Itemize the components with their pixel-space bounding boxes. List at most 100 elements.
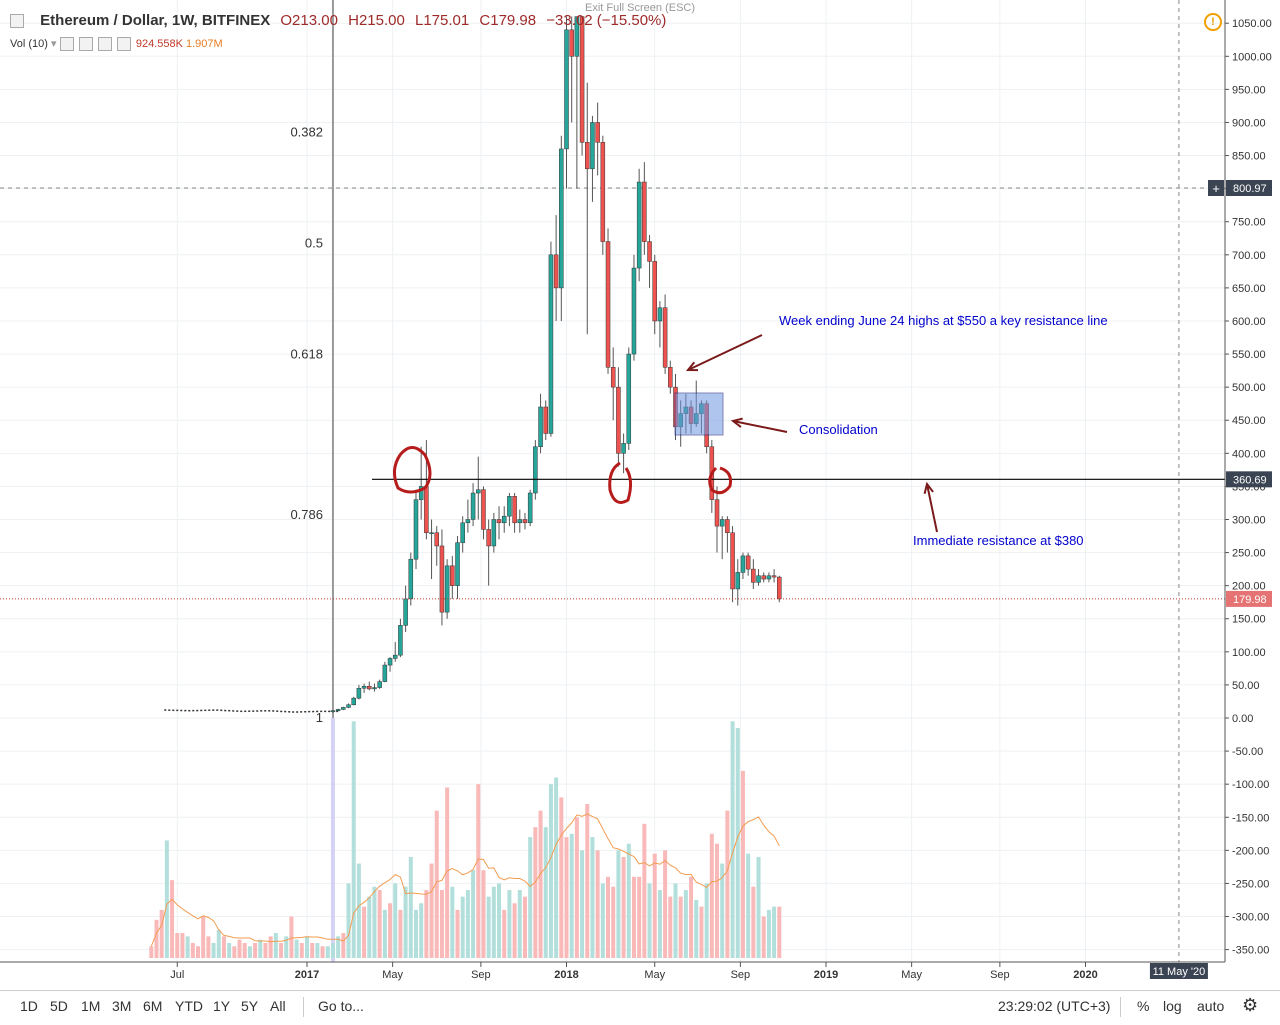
price-label-text: 179.98 — [1233, 594, 1267, 606]
candle-body — [486, 529, 491, 547]
candle-body — [439, 545, 445, 613]
range-5y[interactable]: 5Y — [241, 998, 259, 1014]
volume-bar — [538, 810, 543, 958]
divider — [303, 997, 304, 1017]
time-tick-label: Sep — [471, 969, 491, 981]
candle-body — [465, 519, 471, 524]
volume-bar — [413, 909, 418, 958]
candle-body — [771, 575, 777, 578]
eye-icon[interactable] — [59, 37, 74, 52]
fib-label: 0.5 — [305, 236, 323, 251]
range-1m[interactable]: 1M — [81, 998, 101, 1014]
price-tick-label: 750.00 — [1232, 217, 1266, 229]
candle-body — [740, 555, 746, 573]
range-5d[interactable]: 5D — [50, 998, 68, 1014]
clock[interactable]: 23:29:02 (UTC+3) — [998, 998, 1111, 1014]
selection-highlight — [330, 718, 335, 962]
volume-bar — [460, 896, 465, 958]
candle-body — [559, 148, 564, 289]
settings-icon[interactable] — [78, 37, 93, 52]
volume-bar — [356, 863, 361, 958]
candle-body — [735, 572, 741, 590]
price-label-badge — [1226, 590, 1272, 607]
close-icon[interactable] — [116, 37, 131, 52]
candle-body — [341, 707, 346, 710]
candle-body — [595, 122, 600, 143]
symbol-title[interactable]: Ethereum / Dollar, 1W, BITFINEX — [40, 12, 271, 29]
low-value: L175.01 — [415, 12, 470, 29]
volume-bar — [507, 890, 512, 958]
volume-label[interactable]: Vol (10) — [10, 38, 48, 50]
candle-body — [450, 565, 455, 586]
candle-body — [481, 489, 486, 530]
price-tick-label: -150.00 — [1232, 812, 1269, 824]
cursor-time-badge — [1149, 963, 1208, 979]
volume-bar — [683, 890, 688, 958]
candle-body — [751, 568, 756, 583]
range-1y[interactable]: 1Y — [213, 998, 231, 1014]
chart-canvas[interactable]: 0.382 0.5 0.618 0.786 1 Week ending June 24 … — [0, 0, 1280, 990]
log-toggle[interactable]: log — [1163, 998, 1182, 1014]
volume-bar — [491, 886, 496, 958]
candle-body — [590, 122, 595, 170]
range-ytd[interactable]: YTD — [175, 998, 203, 1014]
add-icon[interactable] — [97, 37, 112, 52]
add-alert-icon — [1208, 179, 1224, 196]
range-6m[interactable]: 6M — [143, 998, 163, 1014]
volume-bar — [253, 942, 258, 958]
candle-body — [444, 565, 450, 613]
divider — [1120, 997, 1121, 1017]
fib-label: 1 — [316, 710, 323, 725]
candle-body — [392, 654, 398, 659]
volume-bar — [647, 883, 652, 958]
volume-bar — [678, 896, 683, 958]
change-value: −33.02 (−15.50%) — [546, 12, 667, 29]
fib-label: 0.382 — [290, 124, 323, 139]
exit-fullscreen-hint[interactable]: Exit Full Screen (ESC) — [585, 2, 696, 14]
chevron-down-icon[interactable]: ▾ — [50, 38, 57, 50]
candle-body — [470, 492, 476, 520]
price-tick-label: 500.00 — [1232, 382, 1266, 394]
volume-bar — [704, 883, 709, 958]
volume-bar — [299, 942, 304, 958]
price-axis[interactable]: 1050.001000.00950.00900.00850.00800.0075… — [1224, 0, 1272, 962]
candle-body — [605, 241, 611, 368]
annotation-consolidation: Consolidation — [799, 422, 878, 437]
time-axis[interactable]: Jul 2017 May Sep 2018 May Sep 2019 May Sep 2020 11 … — [0, 961, 1225, 981]
range-3m[interactable]: 3M — [112, 998, 132, 1014]
candle-body — [631, 267, 637, 355]
gear-icon[interactable]: ⚙ — [1242, 995, 1259, 1015]
range-1d[interactable]: 1D — [20, 998, 38, 1014]
goto-button[interactable]: Go to... — [318, 998, 364, 1014]
volume-bar — [237, 939, 242, 958]
percent-toggle[interactable]: % — [1137, 998, 1150, 1014]
volume-bar — [533, 827, 538, 958]
chart-legend: Ethereum / Dollar, 1W, BITFINEX O213.00 … — [10, 12, 672, 29]
volume-bar — [569, 833, 574, 958]
candle-body — [725, 519, 730, 533]
candle-body — [512, 496, 517, 524]
candle-body — [553, 254, 559, 289]
volume-bar — [247, 946, 252, 958]
candle-body — [460, 522, 465, 543]
volume-bar — [388, 903, 393, 958]
volume-bar — [185, 936, 190, 958]
volume-bar — [637, 876, 642, 958]
candle-body — [501, 515, 507, 524]
volume-bar — [263, 942, 268, 958]
volume-bar — [149, 946, 154, 958]
candle-body — [548, 254, 554, 434]
volume-moving-average — [150, 813, 780, 947]
warning-icon[interactable]: ! — [1204, 13, 1222, 31]
price-tick-label: 200.00 — [1232, 581, 1266, 593]
time-tick-label: May — [644, 969, 665, 981]
price-tick-label: 850.00 — [1232, 151, 1266, 163]
range-all[interactable]: All — [270, 998, 286, 1014]
candle-body — [356, 687, 362, 699]
auto-toggle[interactable]: auto — [1197, 998, 1225, 1014]
price-label-text: 360.69 — [1233, 474, 1267, 486]
add-alert-glyph: + — [1212, 181, 1220, 196]
volume-value: 924.558K — [135, 38, 183, 50]
price-tick-label: 400.00 — [1232, 448, 1266, 460]
collapse-icon[interactable] — [10, 14, 24, 29]
